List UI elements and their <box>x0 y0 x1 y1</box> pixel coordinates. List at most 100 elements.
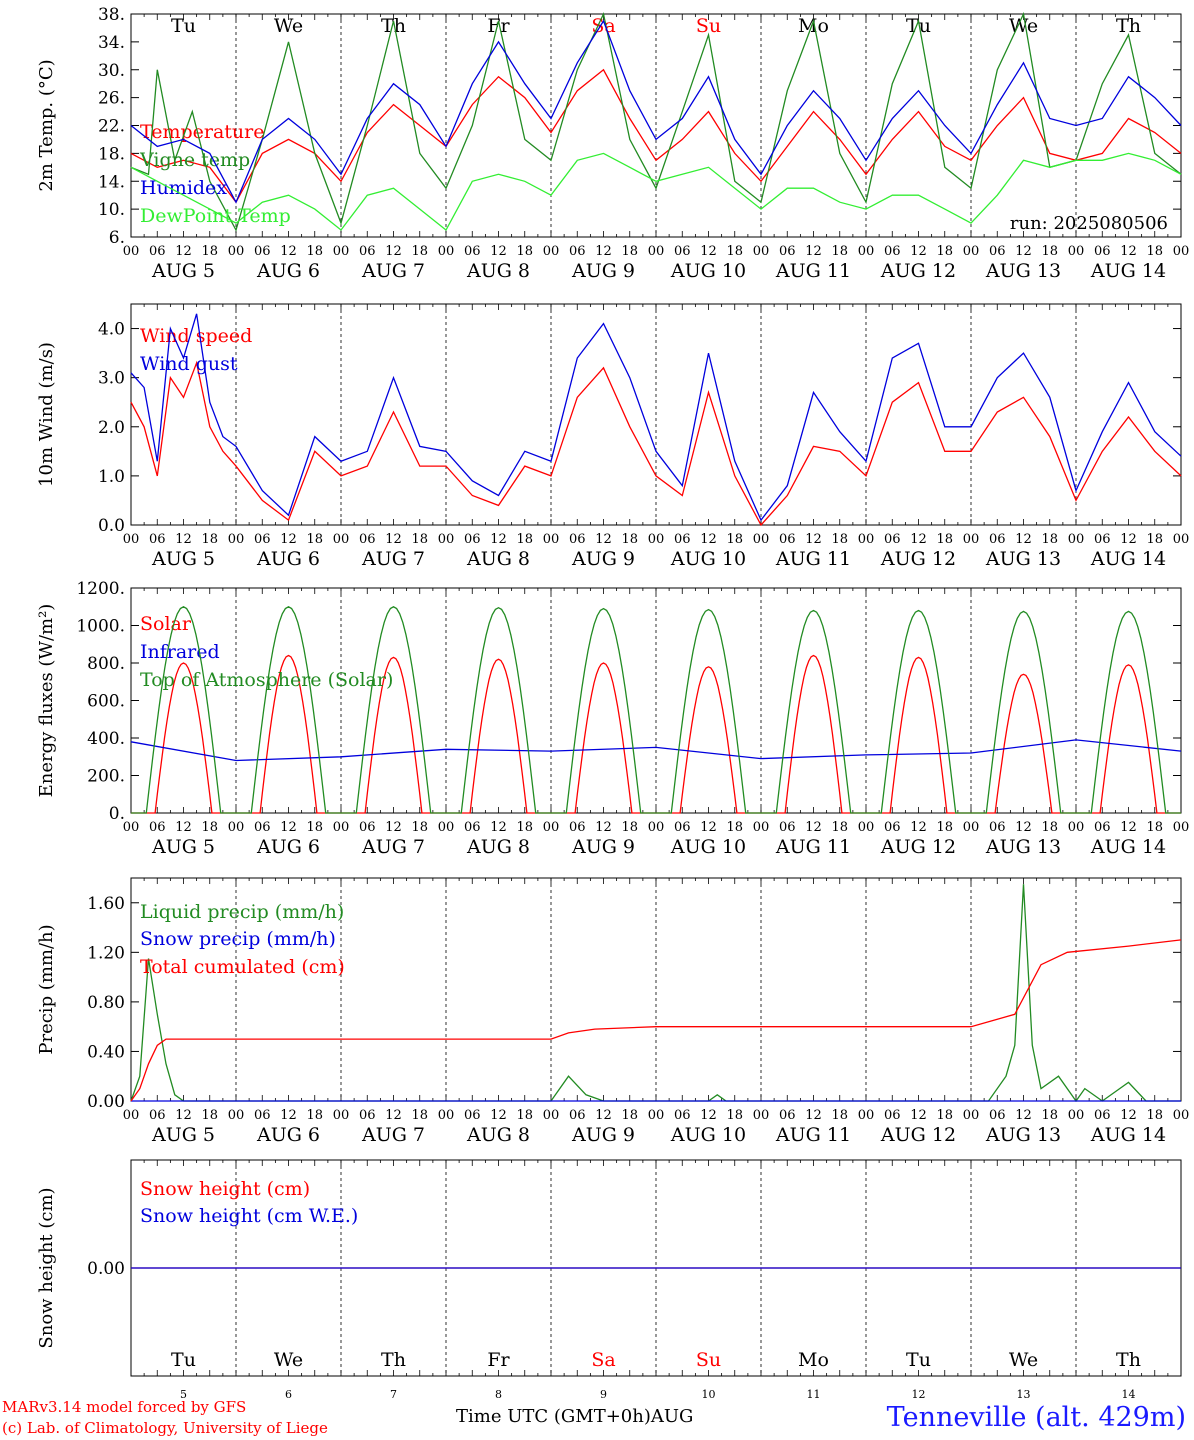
hour-tick-label: 12 <box>1015 1108 1032 1123</box>
date-label: AUG 14 <box>1090 260 1166 282</box>
hour-tick-label: 00 <box>648 532 665 547</box>
hour-tick-label: 12 <box>700 532 717 547</box>
hour-tick-label: 00 <box>333 1108 350 1123</box>
y-tick-label: 18. <box>98 144 125 164</box>
model-credit: MARv3.14 model forced by GFS <box>2 1398 247 1416</box>
legend-entry: Wind gust <box>140 353 238 375</box>
day-number-label: 14 <box>1122 1388 1136 1401</box>
hour-tick-label: 00 <box>123 1108 140 1123</box>
hour-tick-label: 06 <box>989 244 1006 259</box>
hour-tick-label: 06 <box>359 244 376 259</box>
hour-tick-label: 00 <box>858 532 875 547</box>
y-tick-label: 200. <box>87 767 125 787</box>
hour-tick-label: 12 <box>280 820 297 835</box>
hour-tick-label: 18 <box>831 1108 848 1123</box>
hour-tick-label: 12 <box>1015 532 1032 547</box>
y-axis-label: 10m Wind (m/s) <box>36 342 57 487</box>
day-number-label: 6 <box>285 1388 292 1401</box>
date-label: AUG 12 <box>880 836 956 858</box>
hour-tick-label: 18 <box>621 244 638 259</box>
hour-tick-label: 12 <box>910 244 927 259</box>
date-label: AUG 6 <box>256 548 320 570</box>
y-tick-label: 1.60 <box>87 894 125 914</box>
hour-tick-label: 00 <box>1068 532 1085 547</box>
y-axis-label: Precip (mm/h) <box>36 924 57 1054</box>
weekday-label: Mo <box>798 1349 829 1371</box>
series-line-top-of-atmosphere-solar <box>131 606 1181 814</box>
legend-entry: Total cumulated (cm) <box>140 956 345 978</box>
day-number-label: 7 <box>390 1388 397 1401</box>
weekday-label: Th <box>381 15 406 37</box>
y-tick-label: 38. <box>98 5 125 25</box>
weekday-label: Th <box>1116 1349 1141 1371</box>
hour-tick-label: 00 <box>438 1108 455 1123</box>
date-label: AUG 9 <box>571 260 635 282</box>
hour-tick-label: 12 <box>595 532 612 547</box>
hour-tick-label: 06 <box>1094 820 1111 835</box>
hour-tick-label: 06 <box>254 244 271 259</box>
weekday-label: We <box>1009 15 1038 37</box>
hour-tick-label: 12 <box>385 532 402 547</box>
hour-tick-label: 06 <box>779 1108 796 1123</box>
hour-tick-label: 18 <box>516 244 533 259</box>
day-number-label: 11 <box>807 1388 821 1401</box>
hour-tick-label: 00 <box>228 532 245 547</box>
hour-tick-label: 06 <box>674 244 691 259</box>
weekday-label: Tu <box>906 1349 931 1371</box>
y-tick-label: 600. <box>87 692 125 712</box>
y-tick-label: 2.0 <box>98 418 125 438</box>
date-label: AUG 8 <box>466 836 530 858</box>
hour-tick-label: 00 <box>438 820 455 835</box>
hour-tick-label: 18 <box>306 820 323 835</box>
hour-tick-label: 00 <box>228 244 245 259</box>
hour-tick-label: 12 <box>280 1108 297 1123</box>
hour-tick-label: 06 <box>149 820 166 835</box>
legend-entry: Snow height (cm W.E.) <box>140 1205 358 1227</box>
hour-tick-label: 18 <box>201 532 218 547</box>
weekday-label: Su <box>696 15 721 37</box>
date-label: AUG 11 <box>775 836 851 858</box>
time-axis-title: Time UTC (GMT+0h)AUG <box>456 1406 694 1427</box>
hour-tick-label: 06 <box>989 820 1006 835</box>
legend-entry: Liquid precip (mm/h) <box>140 901 344 923</box>
hour-tick-label: 00 <box>1173 820 1190 835</box>
series-line-temperature <box>130 68 1182 204</box>
date-label: AUG 13 <box>985 260 1061 282</box>
hour-tick-label: 00 <box>753 244 770 259</box>
hour-tick-label: 18 <box>621 532 638 547</box>
hour-tick-label: 06 <box>149 1108 166 1123</box>
hour-tick-label: 00 <box>753 532 770 547</box>
y-tick-label: 0.00 <box>87 1092 125 1112</box>
hour-tick-label: 12 <box>1120 1108 1137 1123</box>
hour-tick-label: 00 <box>333 820 350 835</box>
hour-tick-label: 00 <box>858 244 875 259</box>
date-label: AUG 8 <box>466 1124 530 1146</box>
weekday-label: Mo <box>798 15 829 37</box>
hour-tick-label: 18 <box>516 1108 533 1123</box>
hour-tick-label: 06 <box>779 244 796 259</box>
hour-tick-label: 06 <box>989 532 1006 547</box>
hour-tick-label: 18 <box>1146 244 1163 259</box>
hour-tick-label: 06 <box>989 1108 1006 1123</box>
date-label: AUG 8 <box>466 260 530 282</box>
y-tick-label: 1200. <box>76 579 125 599</box>
hour-tick-label: 06 <box>254 1108 271 1123</box>
date-label: AUG 14 <box>1090 1124 1166 1146</box>
y-tick-label: 0.00 <box>87 1259 125 1279</box>
weekday-label: Tu <box>171 15 196 37</box>
hour-tick-label: 06 <box>464 532 481 547</box>
hour-tick-label: 18 <box>621 820 638 835</box>
date-label: AUG 9 <box>571 548 635 570</box>
hour-tick-label: 00 <box>753 820 770 835</box>
hour-tick-label: 06 <box>1094 1108 1111 1123</box>
panel-5: 0.00 Snow height (cm) Tu 5 We 6 Th 7 Fr 8 Sa 9 Su 10 M… <box>36 1159 1182 1401</box>
date-label: AUG 5 <box>151 548 215 570</box>
weekday-label: We <box>274 1349 303 1371</box>
y-tick-label: 30. <box>98 61 125 81</box>
date-label: AUG 11 <box>775 1124 851 1146</box>
hour-tick-label: 18 <box>201 1108 218 1123</box>
date-label: AUG 5 <box>151 260 215 282</box>
weekday-label: We <box>1009 1349 1038 1371</box>
hour-tick-label: 00 <box>543 1108 560 1123</box>
